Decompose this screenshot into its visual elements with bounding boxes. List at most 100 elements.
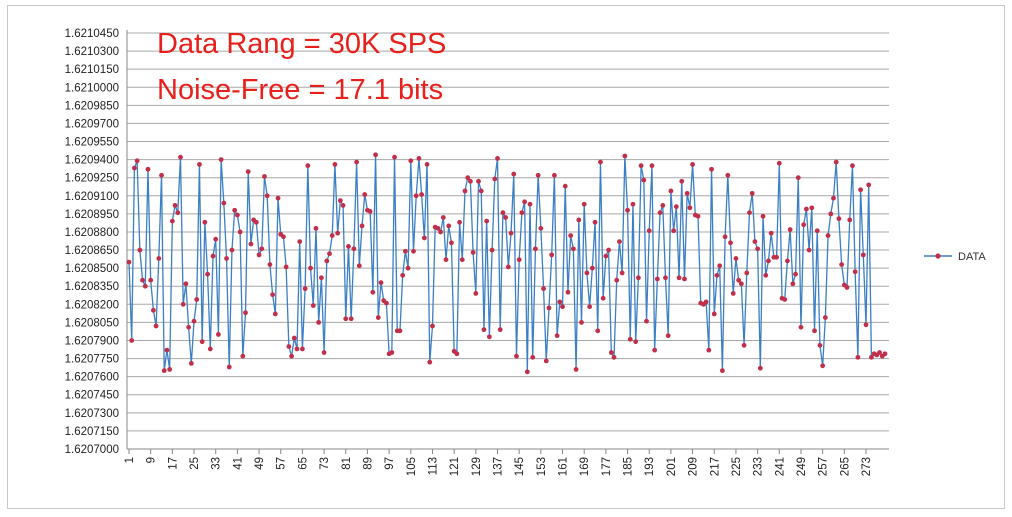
data-point [161,368,167,374]
data-point [814,228,820,234]
data-point [641,177,647,183]
data-point [324,258,330,264]
y-tick-label: 1.6209100 [65,191,119,203]
x-tick-label: 65 [297,457,309,470]
data-point [633,339,639,345]
y-tick-label: 1.6209250 [65,173,119,185]
x-tick-label: 145 [514,457,526,476]
data-point [489,247,495,253]
data-point [711,311,717,317]
annotation-noise-free: Noise-Free = 17.1 bits [157,74,444,106]
x-tick-label: 185 [623,457,635,476]
data-point [768,230,774,236]
data-point [180,301,186,307]
data-point [321,350,327,355]
data-point [557,299,563,305]
data-point [332,162,338,167]
data-point [738,281,744,287]
data-point [207,346,213,352]
data-point [654,276,660,282]
data-point [199,339,205,345]
data-point [530,354,536,360]
x-tick-label: 201 [666,457,678,476]
data-point [869,354,874,360]
data-point [264,193,270,199]
data-point [454,351,460,357]
data-point [142,283,148,289]
data-point [790,281,796,287]
data-point [351,246,357,252]
data-point [435,225,441,231]
data-point [522,199,527,205]
y-tick-label: 1.6207450 [65,390,119,402]
data-point [598,159,603,165]
data-point [335,230,341,236]
y-tick-label: 1.6207750 [65,354,119,366]
data-point [459,257,465,263]
data-point [191,318,197,324]
x-tick-label: 193 [644,457,656,476]
data-point [565,289,571,295]
data-point [202,219,208,225]
data-point [733,256,739,261]
data-point [297,239,303,245]
data-point [232,207,238,213]
x-tick-label: 25 [189,457,201,470]
x-tick-label: 73 [319,457,331,470]
x-tick-label: 137 [493,457,505,476]
x-tick-label: 49 [254,457,266,470]
data-point [579,319,584,325]
data-point [169,218,175,224]
data-point [405,265,411,271]
data-point [714,272,720,278]
data-point [560,304,565,310]
data-point [243,310,248,316]
data-point [747,210,752,216]
data-point [237,229,243,235]
data-point [484,218,490,224]
y-tick-label: 1.6210300 [65,46,119,58]
data-point [833,159,839,165]
x-tick-label: 97 [384,457,396,470]
data-point [492,176,498,182]
data-point [354,159,360,165]
data-point [652,347,658,353]
data-point [262,174,267,179]
data-point [774,254,779,260]
data-point [318,275,324,281]
data-point [717,263,723,269]
data-point [259,246,265,252]
data-point [411,248,416,254]
data-point [392,154,397,160]
x-tick-label: 177 [601,457,613,476]
x-axis: 1 9 17 25 33 41 49 57 65 73 81 89 97 105 113 121 129 137 1… [124,448,889,476]
x-tick-label: 113 [427,457,439,475]
x-tick-label: 273 [861,457,873,476]
data-point [576,217,582,223]
y-tick-label: 1.6208500 [65,263,119,275]
data-point [549,252,555,258]
data-point [554,333,560,339]
data-point [511,171,517,177]
data-point [503,215,509,220]
data-point [535,172,541,178]
data-point [803,206,809,212]
data-point [858,187,863,193]
data-point [603,253,609,259]
data-point [690,162,695,167]
y-tick-label: 1.6207300 [65,408,119,420]
data-point [635,275,641,281]
data-point [300,346,305,352]
data-point [497,327,503,333]
legend-marker-swatch [935,253,941,259]
data-point [329,233,335,238]
y-tick-label: 1.6208650 [65,245,119,257]
data-point [216,332,221,337]
data-point [183,281,189,287]
data-point [538,225,544,231]
data-point [703,299,709,305]
data-point [213,236,219,242]
data-point [481,327,487,333]
data-point [397,328,403,334]
data-point [760,213,766,219]
